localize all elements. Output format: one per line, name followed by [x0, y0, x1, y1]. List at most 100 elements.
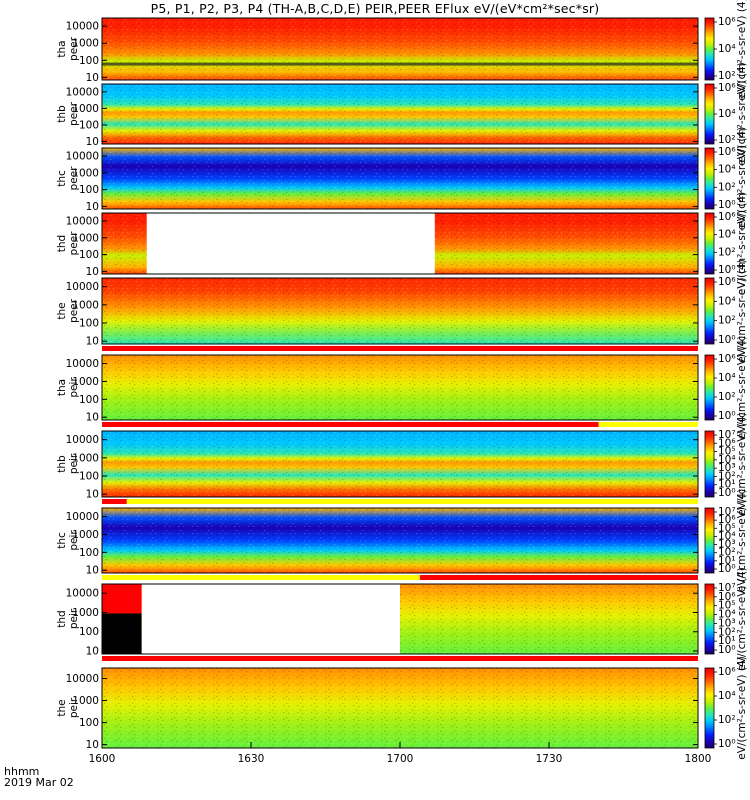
colorbar-tick-label: 10³ — [718, 617, 736, 629]
colorbar-thc-peer: 10⁰ 10² 10⁴ 10⁶ eV/(cm²-s-sr-eV) (4) — [704, 127, 748, 230]
colorbar-scale — [704, 507, 715, 574]
y-tick-label: 10000 — [66, 86, 99, 98]
spectrogram-texture — [102, 431, 698, 497]
panel-frame — [101, 430, 699, 498]
flag-segment-red — [102, 499, 127, 504]
y-tick-label: 1000 — [72, 607, 99, 619]
colorbar-tick-label: 10⁶ — [718, 666, 736, 678]
colorbar-tick-label: 10³ — [718, 539, 736, 551]
colorbar-tick-label: 10⁰ — [718, 264, 736, 276]
colorbar-tick-label: 10⁷ — [718, 582, 736, 594]
panel-frame — [101, 17, 699, 81]
panel-tha-peir: 10 100 1000 10000 tha peir 10⁰ 10² 10⁴ 10⁶ eV/(cm²… — [56, 336, 748, 439]
colorbar-tick-label: 10¹ — [718, 479, 736, 491]
colorbar-tick-label: 10⁴ — [718, 108, 736, 120]
spectrogram-texture — [102, 508, 698, 573]
colorbar-tick-label: 10² — [718, 181, 736, 193]
flag-segment-yellow — [126, 499, 699, 504]
y-tick-label: 100 — [79, 249, 99, 261]
panel-label-probe: thb — [56, 105, 68, 123]
y-tick-label: 1000 — [72, 529, 99, 541]
dark-band — [102, 62, 698, 66]
panel-label-species: peir — [68, 608, 80, 629]
spectrogram-texture — [102, 668, 698, 748]
colorbar-label: eV/(cm²-s-sr-eV) (4) — [736, 489, 748, 592]
colorbar-tick-label: 10⁷ — [718, 429, 736, 441]
y-tick-label: 10 — [86, 72, 99, 84]
colorbar-tick-label: 10⁴ — [718, 295, 736, 307]
y-tick-label: 10000 — [66, 358, 99, 370]
colorbar-scale — [704, 583, 715, 655]
colorbar-tick-label: 10⁵ — [718, 446, 736, 458]
colorbar-tick-label: 10² — [718, 246, 736, 258]
colorbar-label: eV/(cm²-s-sr-eV) (4) — [736, 259, 748, 362]
flag-bar — [102, 346, 698, 351]
flag-bar — [102, 499, 699, 504]
colorbar-scale — [704, 212, 715, 275]
date-label: 2019 Mar 02 — [4, 776, 74, 789]
flag-segment-yellow — [598, 422, 698, 427]
panel-tha-peer: 10 100 1000 10000 tha peer 10² 10⁴ 10⁶ eV/(cm²-s-… — [56, 0, 748, 101]
flag-segment-yellow — [102, 575, 420, 580]
colorbar-tick-label: 10⁴ — [718, 690, 736, 702]
colorbar-label: eV/(cm²-s-sr-eV) (4) — [736, 0, 748, 101]
y-tick-label: 1000 — [72, 376, 99, 388]
y-tick-label: 10 — [86, 266, 99, 278]
panel-thc-peer: 10 100 1000 10000 thc peer 10⁰ 10² 10⁴ 10⁶ eV/(cm²… — [56, 127, 748, 230]
flag-bar — [102, 422, 698, 427]
panel-frame — [101, 277, 699, 345]
panel-label-species: peir — [68, 453, 80, 474]
colorbar-scale — [704, 354, 715, 421]
spectrogram-texture — [102, 355, 698, 420]
y-tick-label: 10000 — [66, 511, 99, 523]
y-tick-label: 100 — [79, 318, 99, 330]
colorbar-label: eV/(cm²-s-sr-eV) (4) — [736, 412, 748, 515]
y-tick-label: 100 — [79, 547, 99, 559]
colorbar-the-peir: 10⁰ 10² 10⁴ 10⁶ eV/(cm²-s-sr-eV) (4) — [704, 656, 748, 760]
colorbar-tick-label: 10² — [718, 391, 736, 403]
colorbar-tick-label: 10⁶ — [718, 211, 736, 223]
panel-label-probe: tha — [56, 40, 68, 57]
y-tick-label: 10 — [86, 412, 99, 424]
panel-frame — [101, 583, 699, 655]
y-tick-label: 10000 — [66, 281, 99, 293]
colorbar-tick-label: 10⁰ — [718, 199, 736, 211]
panel-frame — [101, 212, 699, 275]
spectrogram-texture — [102, 278, 698, 344]
colorbar-scale — [704, 17, 715, 81]
colorbar-tick-label: 10⁰ — [718, 644, 736, 656]
colorbar-tick-label: 10² — [718, 547, 736, 559]
y-tick-label: 100 — [79, 717, 99, 729]
flag-segment-red — [102, 422, 599, 427]
panel-label-species: peir — [68, 697, 80, 718]
colorbar-tick-label: 10⁰ — [718, 563, 736, 575]
panel-label-species: peer — [68, 36, 80, 61]
y-tick-label: 10000 — [66, 216, 99, 228]
panel-thd-peer: 10 100 1000 10000 thd peer 10⁰ 10² 10⁴ 10⁶ eV/(cm²… — [56, 192, 748, 295]
spectrogram-texture — [102, 84, 698, 144]
colorbar-tick-label: 10⁴ — [718, 229, 736, 241]
colorbar-tick-label: 10² — [718, 70, 736, 82]
data-gap — [141, 584, 400, 654]
colorbar-tick-label: 10⁴ — [718, 609, 736, 621]
panel-label-probe: the — [56, 302, 68, 319]
colorbar-tick-label: 10⁶ — [718, 146, 736, 158]
x-tick-label: 1630 — [238, 753, 265, 765]
panel-label-probe: thb — [56, 455, 68, 473]
panel-label-probe: thd — [56, 610, 68, 627]
y-tick-label: 1000 — [72, 299, 99, 311]
colorbar-tick-label: 10¹ — [718, 555, 736, 567]
flag-segment-red — [102, 346, 698, 351]
data-gap — [146, 213, 435, 274]
panel-thb-peer: 10 100 1000 10000 thb peer 10² 10⁴ 10⁶ eV/(cm²-s-… — [56, 62, 748, 165]
colorbar-tick-label: 10⁶ — [718, 591, 736, 603]
colorbar-scale — [704, 667, 715, 749]
colorbar-label: eV/(cm²-s-sr-eV) (4) — [736, 62, 748, 165]
y-tick-label: 1000 — [72, 695, 99, 707]
colorbar-tick-label: 10² — [718, 134, 736, 146]
colorbar-label: eV/(cm²-s-sr-eV) (4) — [736, 336, 748, 439]
y-tick-label: 10000 — [66, 151, 99, 163]
